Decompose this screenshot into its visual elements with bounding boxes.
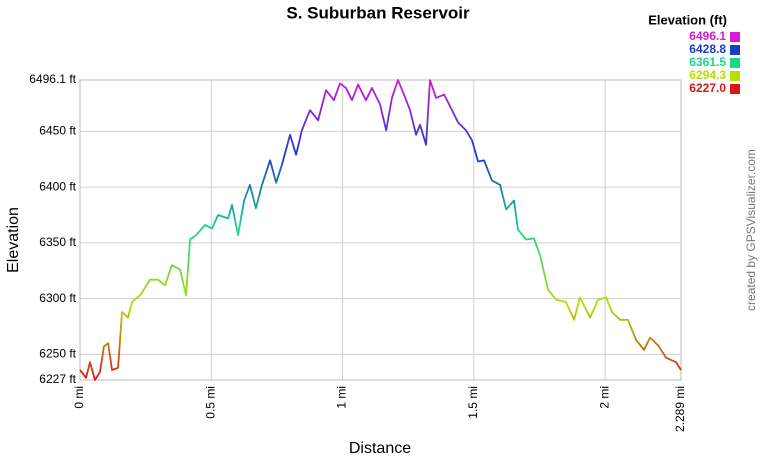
- legend-label: 6428.8: [689, 42, 726, 56]
- y-axis-title: Elevation: [5, 207, 22, 273]
- legend-swatch: [730, 71, 740, 81]
- y-tick-label: 6496.1 ft: [29, 72, 76, 86]
- x-axis-title: Distance: [349, 440, 411, 457]
- y-tick-label: 6400 ft: [39, 179, 76, 193]
- x-tick-label: 1 mi: [335, 386, 349, 409]
- legend-label: 6294.3: [689, 68, 726, 82]
- y-tick-label: 6227 ft: [39, 372, 76, 386]
- chart-title: S. Suburban Reservoir: [286, 3, 470, 22]
- legend-label: 6227.0: [689, 81, 726, 95]
- legend-swatch: [730, 84, 740, 94]
- legend-swatch: [730, 58, 740, 68]
- y-tick-label: 6250 ft: [39, 347, 76, 361]
- elevation-line: [79, 79, 682, 381]
- legend-swatch: [730, 45, 740, 55]
- legend-swatch: [730, 32, 740, 42]
- credit: created by GPSVisualizer.com: [744, 149, 758, 311]
- legend-label: 6496.1: [689, 29, 726, 43]
- x-tick-label: 2.289 mi: [673, 386, 687, 432]
- x-tick-label: 0 mi: [72, 386, 86, 409]
- y-tick-label: 6450 ft: [39, 124, 76, 138]
- plot-frame: [79, 79, 682, 381]
- x-tick-label: 1.5 mi: [466, 386, 480, 419]
- x-tick-label: 0.5 mi: [203, 386, 217, 419]
- y-tick-label: 6300 ft: [39, 291, 76, 305]
- y-tick-label: 6350 ft: [39, 235, 76, 249]
- legend-label: 6361.5: [689, 55, 726, 69]
- legend-title: Elevation (ft): [648, 12, 727, 27]
- x-tick-label: 2 mi: [597, 386, 611, 409]
